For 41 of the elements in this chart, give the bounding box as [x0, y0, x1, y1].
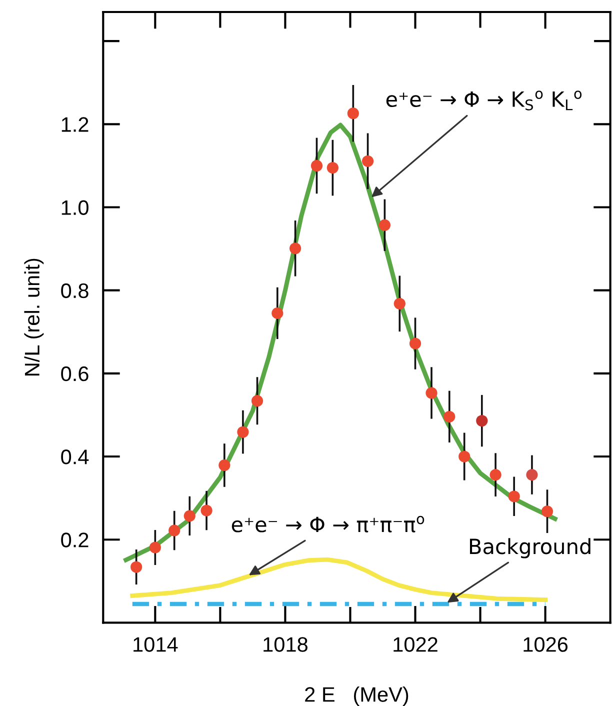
point	[184, 510, 196, 522]
point	[526, 468, 538, 481]
point	[409, 338, 422, 350]
point	[130, 561, 142, 573]
point	[394, 298, 406, 310]
point	[149, 542, 161, 554]
y-tick-label: 0.2	[61, 532, 88, 548]
point	[289, 242, 302, 254]
point	[200, 504, 212, 516]
point	[347, 108, 359, 120]
point	[490, 468, 502, 481]
annotation: e⁺e⁻ → Φ → π⁺π⁻π$^{o}$	[232, 516, 424, 532]
annotation: Background	[470, 538, 590, 558]
annotation: e⁺e⁻ → Φ → K$_{S}$$^{o}$ K$_{L}$$^{o}$	[386, 90, 582, 110]
y-tick-label: 1.2	[62, 117, 88, 132]
y-tick-label: 0.4	[61, 450, 89, 464]
point	[310, 160, 323, 172]
point	[458, 450, 470, 462]
point	[426, 387, 438, 399]
x-tick-label: 1014	[134, 637, 178, 652]
point	[444, 410, 456, 422]
point	[476, 414, 488, 427]
x-tick-label: 1026	[524, 637, 568, 652]
x-tick-label: 1018	[264, 637, 308, 652]
point	[218, 459, 230, 472]
x-axis-title: 2 E (MeV)	[305, 686, 408, 706]
point	[378, 219, 391, 231]
y-tick-label: 0.8	[61, 283, 88, 298]
point	[251, 395, 264, 407]
x-tick-label: 1022	[394, 637, 438, 652]
y-tick-label: 1.0	[62, 200, 88, 216]
point	[362, 155, 374, 167]
point	[541, 506, 554, 518]
y-axis-title: N/L (rel. unit)	[24, 258, 44, 376]
line-series	[130, 557, 548, 602]
point	[237, 426, 249, 438]
point	[168, 524, 180, 536]
point	[272, 307, 284, 320]
point	[326, 162, 338, 174]
y-tick-label: 0.6	[61, 366, 88, 382]
point	[508, 490, 520, 502]
